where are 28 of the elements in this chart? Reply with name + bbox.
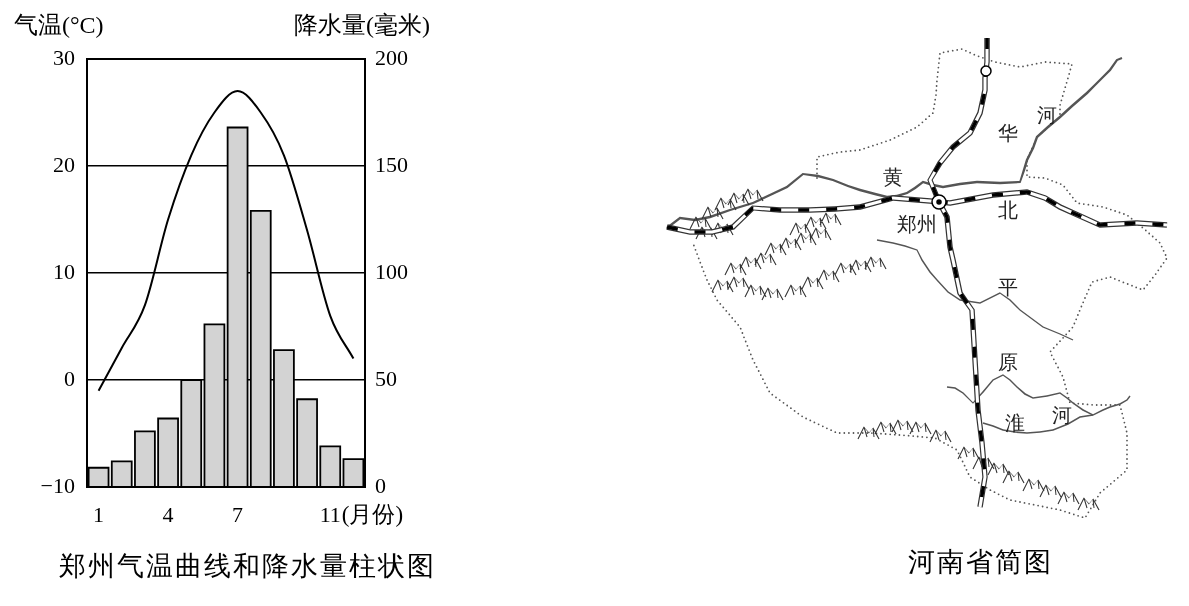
y2-tick-label: 200 <box>375 44 408 70</box>
x-axis-title: (月份) <box>341 502 404 527</box>
y-tick-label: 0 <box>64 365 75 391</box>
text: 平 <box>998 276 1018 298</box>
y-tick-label: 10 <box>53 258 75 284</box>
y2-axis-title: 降水量(毫米) <box>294 12 430 38</box>
text: 北 <box>998 199 1018 221</box>
x-tick-label: 1 <box>93 501 105 527</box>
y-axis-title: 气温(°C) <box>14 12 104 38</box>
text: 河 <box>1037 104 1057 126</box>
y2-tick-label: 150 <box>375 151 408 177</box>
x-tick-label: 7 <box>232 501 244 527</box>
y2-tick-label: 100 <box>375 258 408 284</box>
y-tick-label: 30 <box>53 44 75 70</box>
text: 黄 <box>883 166 903 188</box>
text: 河南省简图 <box>907 547 1053 577</box>
y-tick-label: 20 <box>53 151 75 177</box>
text: 淮 <box>1005 412 1025 434</box>
text: 原 <box>998 351 1018 373</box>
y2-tick-label: 0 <box>375 472 386 498</box>
y2-tick-label: 50 <box>375 365 397 391</box>
x-tick-label: 4 <box>162 501 174 527</box>
y-tick-label: −10 <box>40 472 75 498</box>
text: 华 <box>998 122 1018 144</box>
text: 郑州 <box>897 213 937 235</box>
text: 郑州气温曲线和降水量柱状图 <box>57 551 437 581</box>
text: 河 <box>1052 404 1072 426</box>
x-tick-label: 11 <box>319 501 341 527</box>
